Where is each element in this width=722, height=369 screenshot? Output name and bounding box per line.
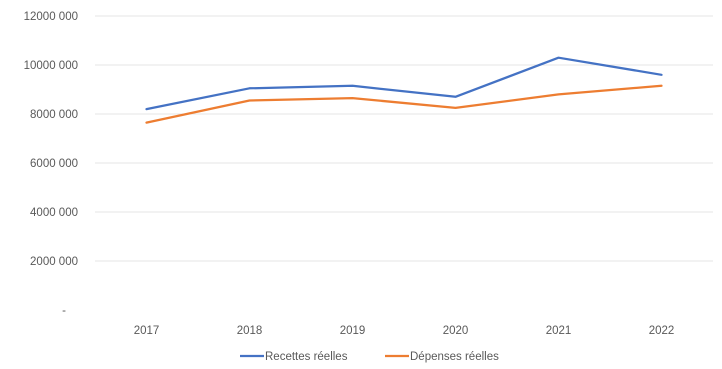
x-axis: 2017 2018 2019 2020 2021 2022 (134, 325, 675, 337)
legend-item-1: Recettes réelles (240, 351, 348, 363)
y-tick-label: - (62, 305, 66, 317)
series-line-1 (145, 56, 663, 111)
legend-label: Dépenses réelles (410, 351, 499, 363)
legend-label: Recettes réelles (265, 351, 348, 363)
y-tick-label: 12000 000 (24, 11, 78, 23)
legend: Recettes réelles Dépenses réelles (240, 351, 499, 363)
y-axis: - 2000 000 4000 000 6000 000 8000 000 10000 0… (24, 11, 78, 317)
gridlines (95, 15, 713, 262)
y-tick-label: 6000 000 (30, 158, 78, 170)
x-tick-label: 2018 (237, 325, 263, 337)
x-tick-label: 2022 (649, 325, 675, 337)
x-tick-label: 2021 (546, 325, 572, 337)
legend-item-2: Dépenses réelles (385, 351, 499, 363)
x-tick-label: 2019 (340, 325, 366, 337)
x-tick-label: 2020 (443, 325, 469, 337)
y-tick-label: 10000 000 (24, 60, 78, 72)
series-lines (145, 56, 663, 124)
y-tick-label: 2000 000 (30, 256, 78, 268)
y-tick-label: 4000 000 (30, 207, 78, 219)
y-tick-label: 8000 000 (30, 109, 78, 121)
x-tick-label: 2017 (134, 325, 160, 337)
series-line-2 (145, 84, 663, 124)
